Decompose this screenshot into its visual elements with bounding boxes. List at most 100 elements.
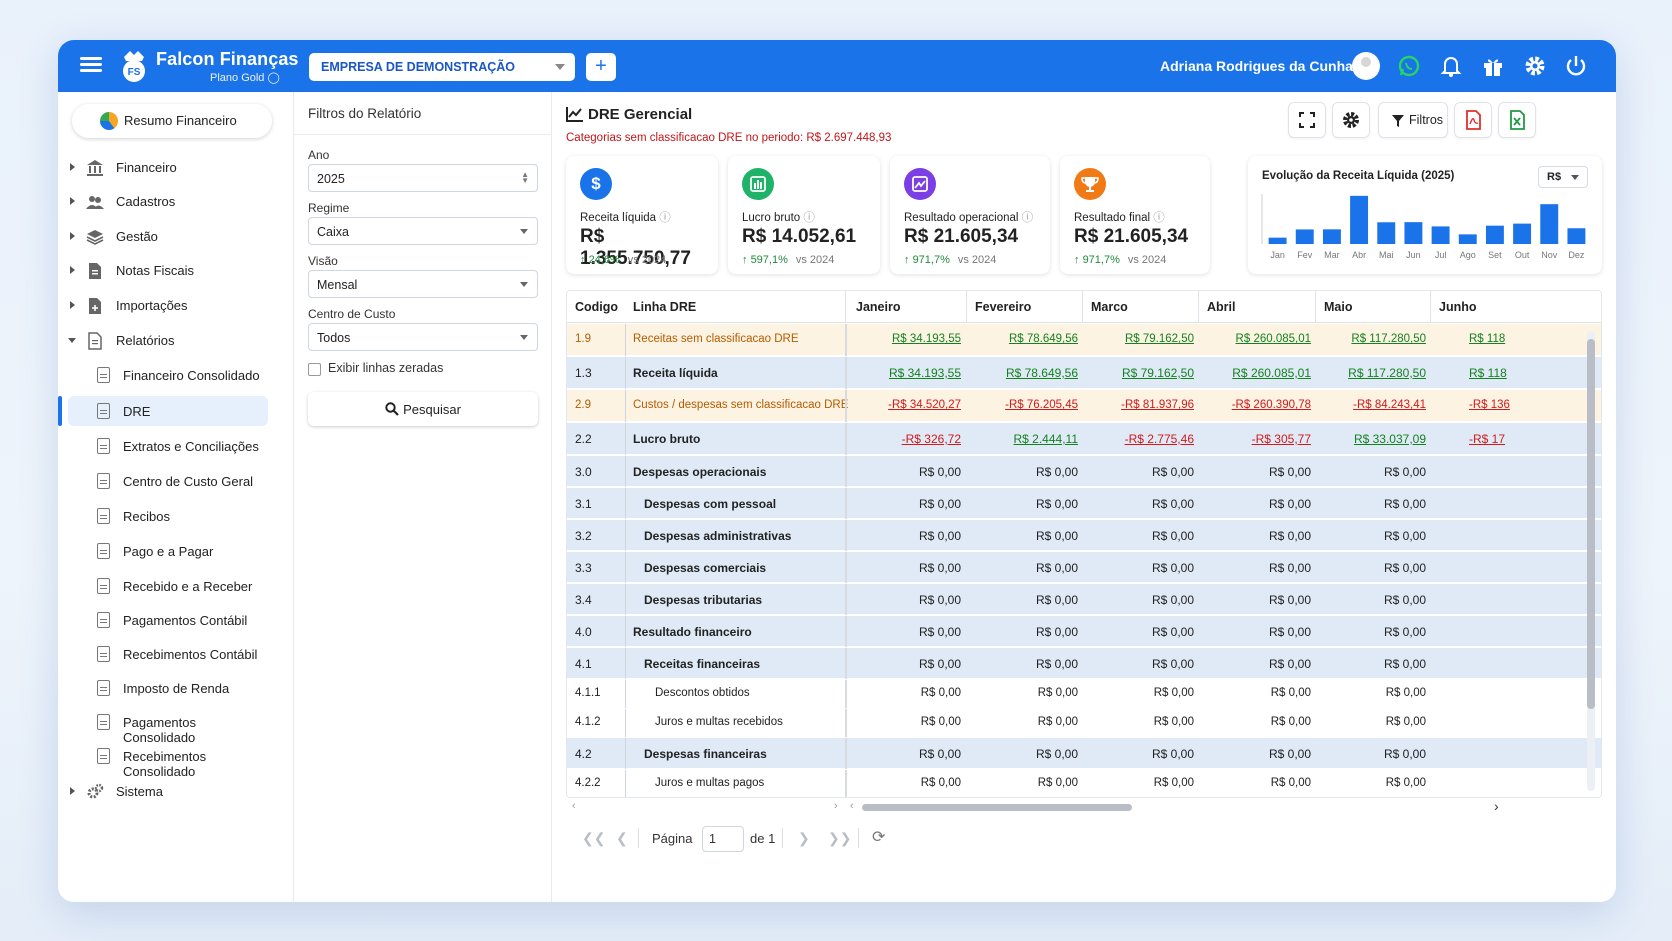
column-header[interactable]: Abril (1207, 300, 1236, 314)
cell-value[interactable]: R$ 79.162,50 (1121, 366, 1194, 380)
chart-bar[interactable] (1540, 204, 1559, 244)
column-header[interactable]: Marco (1091, 300, 1128, 314)
whatsapp-icon[interactable] (1396, 53, 1422, 79)
settings-button[interactable] (1332, 102, 1370, 138)
chart-bar[interactable] (1513, 223, 1532, 244)
bell-icon[interactable] (1438, 53, 1464, 79)
table-row[interactable]: 4.1 Receitas financeiras R$ 0,00 R$ 0,00 R$ … (567, 648, 1601, 679)
avatar[interactable] (1352, 52, 1380, 80)
currency-select[interactable]: R$ (1538, 166, 1588, 188)
column-header[interactable]: Fevereiro (975, 300, 1032, 314)
fullscreen-button[interactable] (1288, 102, 1326, 138)
prev-page-icon[interactable]: ❮ (616, 830, 628, 846)
sidebar-item-recebido-a-receber[interactable]: Recebido e a Receber (68, 571, 268, 601)
cell-value[interactable]: R$ 78.649,56 (1008, 333, 1078, 345)
first-page-icon[interactable]: ❮❮ (582, 830, 606, 846)
cell-value[interactable]: R$ 117.280,50 (1351, 333, 1426, 345)
sidebar-item-financeiro[interactable]: Financeiro (58, 152, 294, 184)
cell-value[interactable]: R$ 34.193,55 (888, 366, 961, 380)
scroll-right-icon[interactable]: › (834, 800, 838, 812)
last-page-icon[interactable]: ❯❯ (828, 830, 852, 846)
chart-bar[interactable] (1485, 225, 1504, 244)
horizontal-scrollbar[interactable]: ‹ › ‹ › (566, 798, 1602, 816)
cell-value[interactable]: R$ 118 (1469, 333, 1506, 345)
cell-value[interactable]: R$ 118 (1469, 366, 1507, 380)
table-row[interactable]: 4.2.2 Juros e multas pagos R$ 0,00 R$ 0,00 R… (567, 770, 1601, 797)
cell-value[interactable]: R$ 33.037,09 (1353, 432, 1426, 446)
sidebar-item-pagamentos-contabil[interactable]: Pagamentos Contábil (68, 605, 268, 635)
column-header[interactable]: Linha DRE (633, 300, 697, 314)
sidebar-item-centro-de-custo[interactable]: Centro de Custo Geral (68, 466, 268, 496)
company-selector[interactable]: EMPRESA DE DEMONSTRAÇÃO (309, 53, 575, 81)
chart-bar[interactable] (1458, 234, 1477, 244)
pesquisar-button[interactable]: Pesquisar (308, 392, 538, 426)
table-row[interactable]: 3.4 Despesas tributarias R$ 0,00 R$ 0,00 R$ … (567, 584, 1601, 615)
cell-value[interactable]: R$ 260.085,01 (1232, 366, 1311, 380)
chart-bar[interactable] (1295, 229, 1314, 244)
sidebar-item-relatorios[interactable]: Relatórios (58, 325, 294, 357)
page-input[interactable]: 1 (702, 826, 744, 852)
chart-bar[interactable] (1377, 222, 1396, 244)
sidebar-item-financeiro-consolidado[interactable]: Financeiro Consolidado (68, 360, 268, 390)
sidebar-item-sistema[interactable]: Sistema (58, 776, 294, 808)
table-row[interactable]: 3.2 Despesas administrativas R$ 0,00 R$ 0,0… (567, 520, 1601, 551)
chart-bar[interactable] (1567, 228, 1586, 244)
sidebar-item-imposto-de-renda[interactable]: Imposto de Renda (68, 673, 268, 703)
filtros-button[interactable]: Filtros (1378, 102, 1448, 138)
sidebar-item-recibos[interactable]: Recibos (68, 501, 268, 531)
centro-custo-select[interactable]: Todos (308, 323, 538, 351)
sidebar-item-dre[interactable]: DRE (58, 396, 268, 426)
help-icon[interactable]: ⓘ (1021, 212, 1034, 224)
table-row[interactable]: 2.2 Lucro bruto -R$ 326,72 R$ 2.444,11 -R$ 2… (567, 423, 1601, 455)
help-icon[interactable]: ⓘ (1153, 212, 1165, 224)
help-icon[interactable]: ⓘ (659, 212, 671, 224)
cell-value[interactable]: R$ 78.649,56 (1005, 366, 1078, 380)
scroll-left-icon[interactable]: ‹ (850, 800, 854, 812)
menu-icon[interactable] (80, 54, 102, 76)
gear-icon[interactable] (1522, 53, 1548, 79)
sidebar-item-gestao[interactable]: Gestão (58, 221, 294, 253)
column-header[interactable]: Codigo (575, 300, 619, 314)
cell-value[interactable]: -R$ 305,77 (1251, 432, 1311, 446)
cell-value[interactable]: -R$ 136 (1469, 399, 1510, 411)
visao-select[interactable]: Mensal (308, 270, 538, 298)
sidebar-item-pagamentos-consolidado[interactable]: Pagamentos Consolidado (68, 707, 268, 745)
chart-bar[interactable] (1268, 237, 1287, 244)
next-page-icon[interactable]: ❯ (798, 830, 810, 846)
scroll-left-icon[interactable]: ‹ (572, 800, 576, 812)
export-pdf-button[interactable] (1454, 102, 1492, 138)
sidebar-item-recebimentos-contabil[interactable]: Recebimentos Contábil (68, 639, 268, 669)
scroll-right-icon[interactable]: › (1494, 798, 1499, 814)
cell-value[interactable]: -R$ 34.520,27 (888, 399, 961, 411)
sidebar-item-importacoes[interactable]: Importações (58, 290, 294, 322)
table-row[interactable]: 4.1.1 Descontos obtidos R$ 0,00 R$ 0,00 R$ 0… (567, 680, 1601, 708)
vertical-scrollbar[interactable] (1587, 331, 1595, 791)
table-row[interactable]: 4.0 Resultado financeiro R$ 0,00 R$ 0,00 R$ … (567, 616, 1601, 647)
cell-value[interactable]: -R$ 326,72 (901, 432, 961, 446)
scroll-thumb[interactable] (862, 804, 1132, 811)
table-row[interactable]: 1.3 Receita líquida R$ 34.193,55 R$ 78.649,… (567, 357, 1601, 389)
sidebar-item-cadastros[interactable]: Cadastros (58, 186, 294, 218)
resumo-financeiro-button[interactable]: Resumo Financeiro (72, 104, 272, 138)
chart-bar[interactable] (1404, 222, 1423, 244)
cell-value[interactable]: R$ 34.193,55 (891, 333, 961, 345)
regime-select[interactable]: Caixa (308, 217, 538, 245)
cell-value[interactable]: R$ 2.444,11 (1013, 432, 1079, 446)
table-row[interactable]: 2.9 Custos / despesas sem classificacao D… (567, 390, 1601, 422)
table-row[interactable]: 4.1.2 Juros e multas recebidos R$ 0,00 R$ 0… (567, 709, 1601, 737)
power-icon[interactable] (1563, 53, 1589, 79)
cell-value[interactable]: -R$ 81.937,96 (1121, 399, 1194, 411)
cell-value[interactable]: -R$ 84.243,41 (1353, 399, 1426, 411)
table-row[interactable]: 1.9 Receitas sem classificacao DRE R$ 34.1… (567, 324, 1601, 356)
cell-value[interactable]: R$ 79.162,50 (1124, 333, 1194, 345)
exibir-zeradas-checkbox[interactable] (308, 363, 321, 376)
ano-input[interactable]: 2025 ▲ ▼ (308, 164, 538, 192)
export-excel-button[interactable] (1498, 102, 1536, 138)
chart-bar[interactable] (1431, 226, 1450, 244)
column-header[interactable]: Janeiro (856, 300, 901, 314)
column-header[interactable]: Junho (1439, 300, 1477, 314)
cell-value[interactable]: R$ 260.085,01 (1235, 333, 1311, 345)
chart-bar[interactable] (1322, 229, 1341, 244)
table-row[interactable]: 3.0 Despesas operacionais R$ 0,00 R$ 0,00 R$… (567, 456, 1601, 487)
cell-value[interactable]: -R$ 260.390,78 (1231, 399, 1311, 411)
